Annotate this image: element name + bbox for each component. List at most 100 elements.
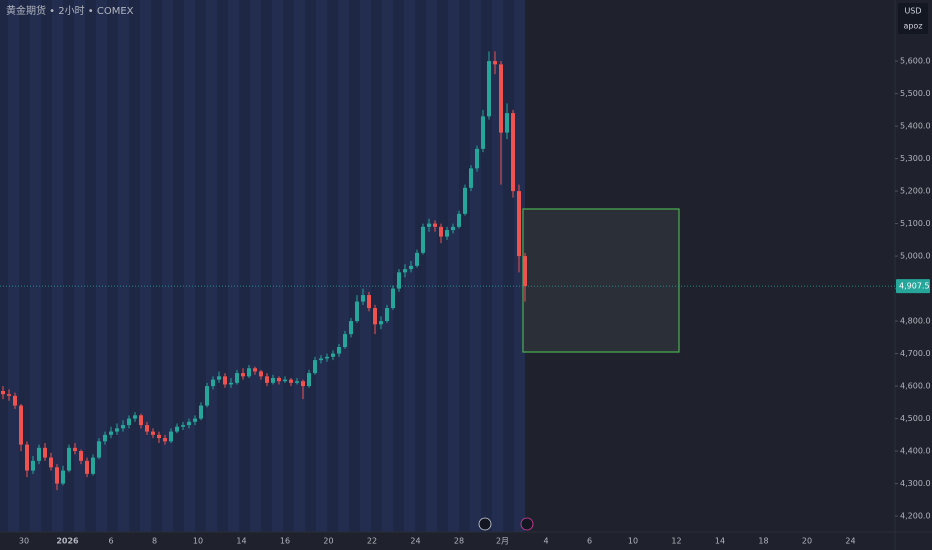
- candle-body: [115, 428, 119, 432]
- candle-body: [475, 148, 479, 169]
- plot: 4,200.0 4,300.0 4,400.0 4,500.0 4,600.0 4,700…: [0, 51, 931, 546]
- candle-body: [103, 434, 107, 442]
- x-tick-label: 20: [323, 537, 333, 546]
- session-bands: [0, 0, 525, 532]
- event-icon[interactable]: [478, 517, 492, 531]
- currency-box[interactable]: [898, 3, 928, 19]
- candle-body: [121, 425, 125, 429]
- y-tick-label: 4,300.0: [900, 479, 931, 488]
- account[interactable]: apoz: [903, 22, 922, 31]
- x-tick-label: 24: [845, 537, 855, 546]
- candle-body: [67, 447, 71, 471]
- session-band: [426, 0, 437, 532]
- candle-body: [499, 64, 503, 133]
- candle-body: [433, 223, 437, 227]
- candle-body: [511, 113, 515, 192]
- candle-body: [223, 376, 227, 385]
- candle-body: [55, 467, 59, 484]
- candle-body: [25, 444, 29, 471]
- candle-body: [235, 373, 239, 383]
- candle-body: [295, 381, 299, 383]
- candle-body: [277, 377, 281, 382]
- x-tick-label: 4: [543, 537, 548, 546]
- currency[interactable]: USD: [904, 7, 921, 16]
- candle-body: [481, 116, 485, 149]
- y-tick-label: 4,200.0: [900, 512, 931, 521]
- candle-body: [409, 265, 413, 270]
- candle-body: [445, 230, 449, 237]
- session-band: [140, 0, 151, 532]
- session-band: [338, 0, 349, 532]
- candle-body: [427, 223, 431, 227]
- y-tick-label: 4,700.0: [900, 349, 931, 358]
- chart-title: 黄金期货 • 2小时 • COMEX: [6, 4, 134, 17]
- session-band: [118, 0, 129, 532]
- candle-body: [259, 371, 263, 377]
- candle-body: [301, 381, 305, 387]
- candle-body: [307, 373, 311, 387]
- last-price-box: [896, 279, 930, 294]
- candle-body: [205, 386, 209, 406]
- y-tick-label: 5,500.0: [900, 89, 931, 98]
- session-band: [272, 0, 283, 532]
- drawn-rectangle[interactable]: [522, 208, 680, 353]
- candle-body: [139, 415, 143, 426]
- candle-body: [31, 460, 35, 471]
- candle-body: [289, 379, 293, 383]
- candle-body: [337, 347, 341, 354]
- candle-body: [193, 418, 197, 422]
- y-tick-label: 5,400.0: [900, 122, 931, 131]
- session-band: [360, 0, 371, 532]
- candle-body: [487, 61, 491, 117]
- candle-body: [343, 334, 347, 348]
- x-tick-label: 14: [236, 537, 246, 546]
- candle-body: [415, 252, 419, 266]
- candle-body: [85, 460, 89, 474]
- x-tick-label: 8: [152, 537, 157, 546]
- session-band: [52, 0, 63, 532]
- y-tick-label: 5,600.0: [900, 57, 931, 66]
- session-band: [492, 0, 503, 532]
- candle-body: [397, 272, 401, 289]
- candle-body: [145, 425, 149, 432]
- candle-body: [127, 418, 131, 426]
- y-tick-label: 5,100.0: [900, 219, 931, 228]
- candle-body: [151, 431, 155, 435]
- candle-body: [49, 457, 53, 468]
- candle-body: [379, 321, 383, 325]
- candle-body: [469, 168, 473, 188]
- candle-body: [493, 61, 497, 65]
- candle-body: [457, 213, 461, 227]
- x-tick-label: 6: [587, 537, 592, 546]
- candle-body: [421, 226, 425, 253]
- candle-body: [361, 295, 365, 302]
- candle-body: [253, 368, 257, 372]
- candle-body: [91, 457, 95, 474]
- candle-body: [373, 308, 377, 325]
- candle-body: [169, 431, 173, 442]
- account-box[interactable]: [898, 18, 928, 34]
- candle-body: [175, 426, 179, 432]
- candle-body: [355, 301, 359, 322]
- y-tick-label: 4,600.0: [900, 382, 931, 391]
- y-tick-label: 4,800.0: [900, 317, 931, 326]
- candle-body: [79, 451, 83, 461]
- session-band: [96, 0, 107, 532]
- candle-body: [7, 394, 11, 396]
- candle-body: [313, 360, 317, 374]
- x-tick-label: 28: [454, 537, 464, 546]
- candle-body: [181, 425, 185, 427]
- x-tick-label: 10: [193, 537, 203, 546]
- x-tick-label: 20: [802, 537, 812, 546]
- candle-body: [73, 447, 77, 452]
- candle-body: [385, 308, 389, 322]
- candle-body: [13, 395, 17, 406]
- x-tick-label: 2026: [56, 537, 79, 546]
- candle-body: [211, 379, 215, 387]
- event-icon[interactable]: [520, 517, 534, 531]
- candle-body: [265, 376, 269, 383]
- x-tick-label: 6: [108, 537, 113, 546]
- candle-body: [367, 295, 371, 309]
